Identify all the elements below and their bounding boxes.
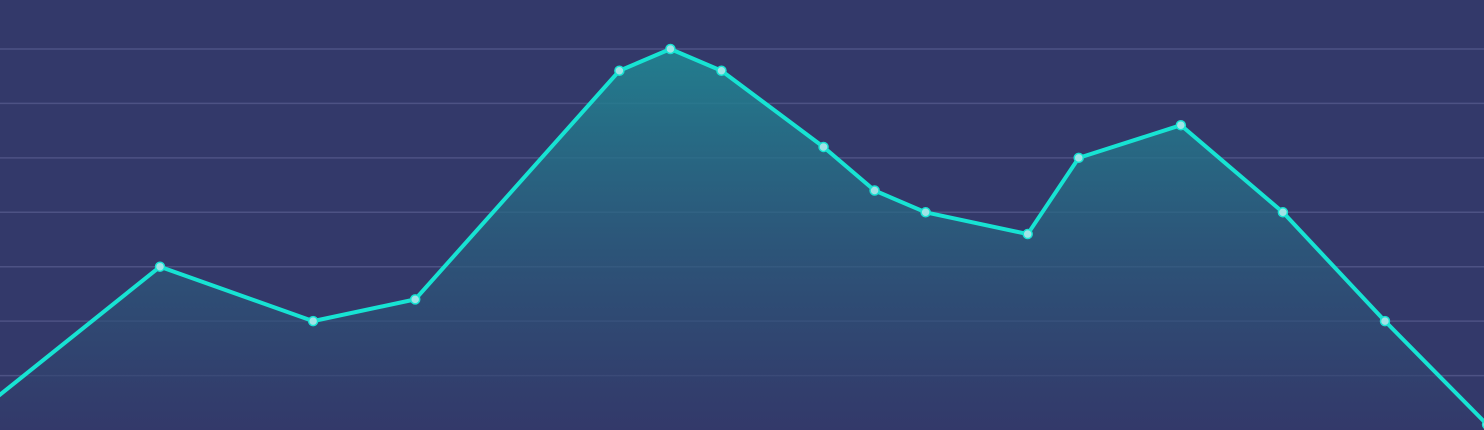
point [154,261,166,272]
point [920,207,931,218]
point [409,294,421,305]
area-fill [0,48,1484,430]
point [1277,207,1289,218]
point [1379,315,1391,327]
point [1022,228,1033,240]
point [665,43,676,55]
line [0,46,1484,425]
point [307,315,319,327]
point [1073,152,1084,164]
point [818,141,829,153]
point [869,185,880,196]
point [716,65,727,77]
point [1175,119,1187,131]
point [614,65,625,77]
